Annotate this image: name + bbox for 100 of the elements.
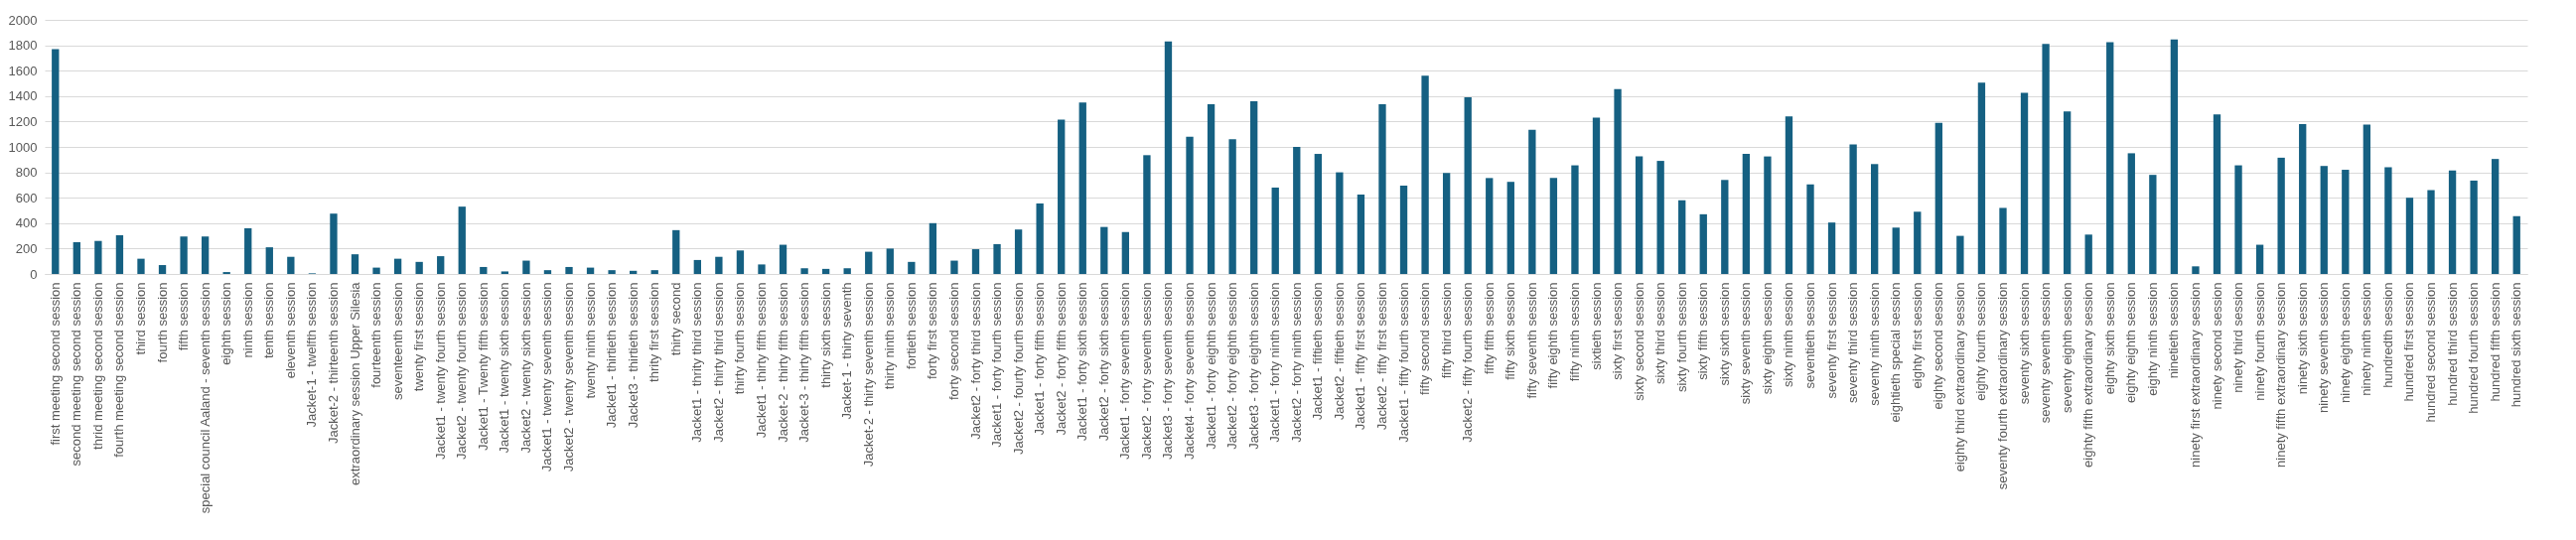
x-tick-label: sixty second session [1631, 282, 1646, 401]
x-tick-label: Jacket1 - twenty sixth session [497, 282, 512, 454]
bar [330, 213, 338, 274]
bar [693, 259, 701, 274]
bar [2234, 165, 2242, 274]
x-tick-label: special council Aaland - seventh session [197, 282, 213, 514]
x-tick-label: thirty ninth session [882, 282, 898, 390]
x-tick-label: seventy sixth session [2016, 282, 2032, 405]
bar [522, 260, 530, 274]
bar [1614, 88, 1622, 274]
x-tick-label: ninety eighth session [2337, 282, 2353, 403]
bar [480, 266, 488, 274]
bar [1742, 154, 1751, 274]
bar [287, 256, 295, 274]
bar [1250, 100, 1258, 274]
x-tick-label: thrity first session [646, 282, 662, 382]
x-tick-label: Jacket1 - twenty fourth session [432, 282, 448, 460]
x-tick-label: thrid meeting second session [89, 282, 105, 450]
bar [715, 256, 723, 274]
bar [971, 249, 980, 274]
y-tick-label: 200 [15, 240, 38, 256]
bar [2277, 157, 2285, 274]
bar [565, 266, 573, 274]
x-tick-label: Jacket1 - forty fourth session [989, 282, 1005, 448]
bar [1143, 155, 1151, 274]
x-tick-label: ninth session [239, 282, 255, 358]
bar [501, 271, 509, 274]
x-tick-label: sixty third session [1652, 282, 1668, 385]
x-tick-label: fifty eighth session [1545, 282, 1561, 389]
x-tick-label: ninety sixth session [2294, 282, 2310, 395]
bar [1764, 156, 1772, 274]
bar [1293, 147, 1301, 274]
x-tick-label: ninety first extraordinary session [2187, 282, 2203, 468]
x-tick-label: sixty fifth session [1695, 282, 1711, 380]
x-tick-label: seventy seventh session [2038, 282, 2054, 424]
x-tick-label: Jacket2 - forty third session [967, 282, 983, 440]
x-tick-label: Jacket2 - fourty fourth session [1010, 282, 1026, 455]
bar [993, 243, 1001, 274]
x-tick-label: twenty ninth session [582, 282, 598, 399]
x-tick-label: Jacket2 - forty sixth session [1095, 282, 1111, 442]
x-tick-label: Jacket2 - twenty seventh session [561, 282, 577, 472]
bar [1486, 178, 1494, 274]
x-tick-label: ninety third session [2230, 282, 2246, 393]
x-tick-label: Jacket1 - forty fifth session [1032, 282, 1048, 436]
x-tick-label: Jacket1 - forty sixth session [1074, 282, 1090, 442]
bar [1528, 129, 1536, 274]
bar [800, 268, 808, 274]
x-tick-label: Jacket-3 - thirty fifth session [796, 282, 812, 443]
y-tick-label: 2000 [8, 12, 38, 28]
x-tick-label: fifty fifth session [1481, 282, 1497, 374]
bar [2170, 39, 2179, 274]
bar [2492, 159, 2500, 274]
x-tick-label: Jacket3 - forty seventh session [1160, 282, 1176, 460]
x-tick-label: extraordinary session Upper Silesia [347, 281, 362, 485]
bar [2042, 44, 2050, 274]
x-tick-label: hundred fifth session [2487, 282, 2503, 402]
bar [1228, 139, 1236, 274]
x-tick-label: ninety second session [2209, 282, 2224, 410]
x-tick-label: thirty fourth session [732, 282, 748, 395]
x-tick-label: second meeting second session [69, 282, 84, 467]
bar [1956, 235, 1964, 274]
bar [543, 270, 552, 274]
bar [2084, 234, 2092, 274]
x-tick-label: ninety fourth session [2251, 282, 2267, 401]
y-tick-label: 1000 [8, 139, 38, 155]
bar [351, 254, 359, 274]
x-tick-label: seventy ninth session [1866, 282, 1882, 406]
bar [1186, 136, 1194, 274]
bar [2063, 111, 2072, 274]
x-tick-label: Jacket1 - forty ninth session [1267, 282, 1283, 443]
x-tick-label: Jacket-1 - thirty seventh [839, 282, 855, 420]
x-tick-label: Jacket1 - forty seventh session [1117, 282, 1133, 460]
x-tick-label: eighth session [218, 282, 234, 365]
bar [1506, 182, 1514, 274]
bar [2405, 198, 2414, 274]
bar [1871, 164, 1879, 274]
x-tick-label: seventieth session [1802, 282, 1818, 389]
bar [52, 49, 60, 274]
x-tick-label: Jacket2 - fifty fourth session [1460, 282, 1476, 443]
x-tick-label: Jacket-2 - thirteenth session [325, 282, 341, 445]
x-tick-label: fortieth session [903, 282, 919, 369]
x-tick-label: fifty second session [1417, 282, 1433, 395]
bar [1121, 231, 1130, 274]
y-tick-label: 1800 [8, 38, 38, 54]
x-tick-label: Jacket1 - fifty first session [1353, 282, 1368, 431]
bar [1892, 227, 1900, 274]
bar [650, 270, 658, 274]
x-tick-label: eighty third extraordinary session [1951, 282, 1967, 472]
bar [929, 222, 937, 274]
x-tick-label: fourteenth session [368, 282, 384, 388]
bar [1271, 187, 1279, 274]
x-tick-label: sixty eighth session [1759, 282, 1775, 395]
x-tick-label: eighty eighth session [2123, 282, 2139, 403]
bar [2213, 114, 2221, 274]
bar [1785, 116, 1793, 274]
bar [1977, 82, 1986, 274]
x-tick-label: Jacket2 - forty ninth session [1288, 282, 1304, 443]
x-tick-label: seventeenth session [389, 282, 405, 401]
x-tick-label: fifty seventh session [1523, 282, 1539, 399]
bar [886, 248, 894, 274]
